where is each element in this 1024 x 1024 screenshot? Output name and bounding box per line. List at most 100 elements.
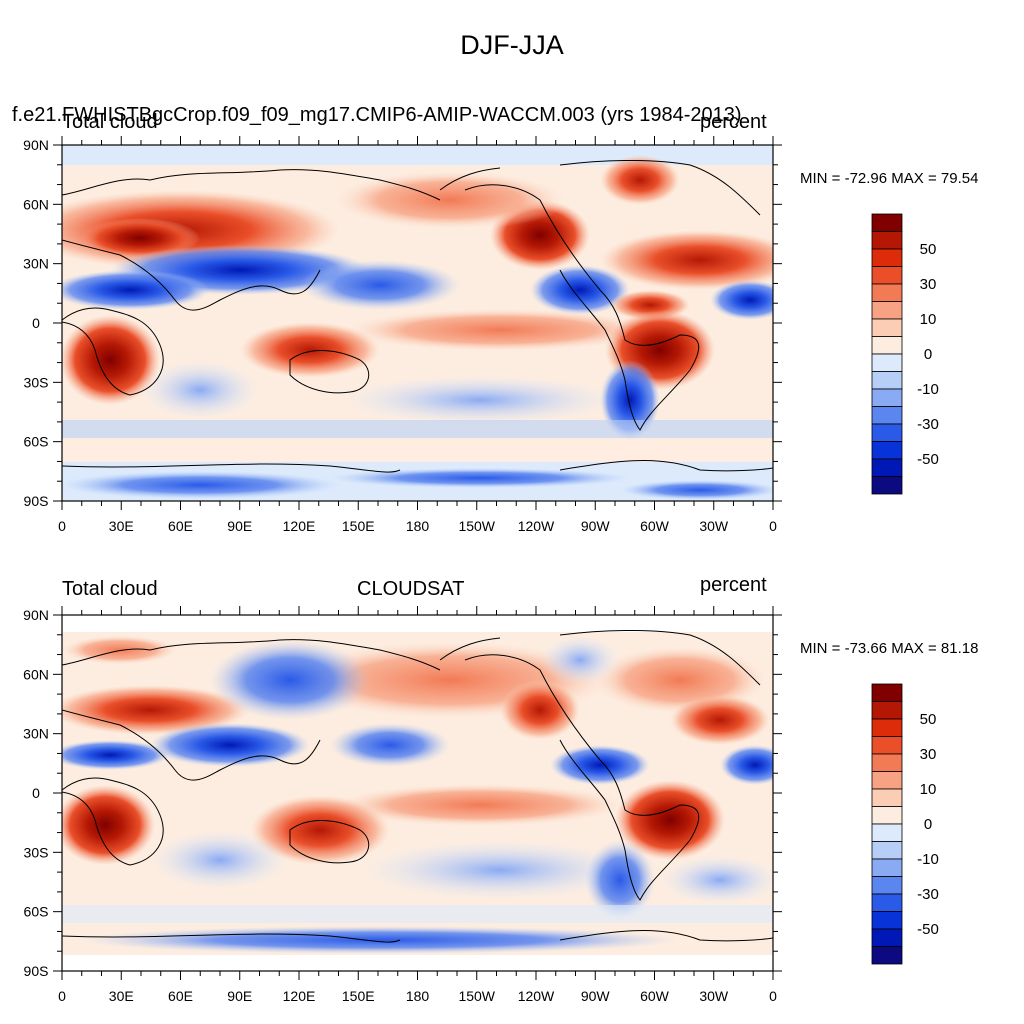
panel2-colorbar-box [871, 806, 903, 825]
panel2-colorbar-box [871, 841, 903, 860]
panel1-colorbar-label: 30 [920, 276, 937, 293]
panel1-lon-tick-label: 0 [58, 518, 66, 534]
panel1-lat-tick-label: 90N [23, 137, 49, 153]
panel2-coastlines [62, 630, 773, 943]
panel2-lon-tick-label: 120E [283, 988, 316, 1004]
panel1-colorbar-box [871, 476, 903, 495]
panel2-lon-tick-label: 90E [227, 988, 252, 1004]
panel1-colorbar-box [871, 458, 903, 477]
panel1-lat-tick-label: 30S [24, 374, 49, 390]
panel2-min-max: MIN = -73.66 MAX = 81.18 [800, 640, 979, 657]
panel2-center-title: CLOUDSAT [357, 578, 465, 600]
panel2-lat-tick-label: 60N [23, 666, 49, 682]
panel1-lon-tick-label: 150W [458, 518, 495, 534]
panel1-map [62, 145, 773, 501]
panel1-lon-tick-label: 120E [283, 518, 316, 534]
panel1-colorbar-label: -30 [917, 416, 939, 433]
panel1-colorbar-box [871, 213, 903, 232]
panel2-colorbar-box [871, 893, 903, 912]
panel2-lat-tick-label: 30N [23, 726, 49, 742]
panel1-lon-tick-label: 30W [699, 518, 729, 534]
panel1-coastlines [62, 160, 773, 473]
panel2-colorbar-box [871, 718, 903, 737]
panel1-colorbar-box [871, 318, 903, 337]
panel1-contour-fill [62, 155, 773, 501]
panel1-colorbar-box [871, 266, 903, 285]
panel1-lon-tick-label: 90W [581, 518, 611, 534]
panel2-colorbar-box [871, 788, 903, 807]
panel2-colorbar-box [871, 928, 903, 947]
panel2-colorbar-label: -30 [917, 886, 939, 903]
panel2-lat-tick-label: 90N [23, 607, 49, 623]
panel2-colorbar-box [871, 876, 903, 895]
panel1-lat-tick-label: 30N [23, 256, 49, 272]
panel2-colorbar-box [871, 946, 903, 965]
panel1-colorbar-label: -50 [917, 451, 939, 468]
panel1-lat-tick-label: 0 [32, 315, 40, 331]
panel2-colorbar-box [871, 911, 903, 930]
panel2-lon-tick-label: 90W [581, 988, 611, 1004]
panel2-colorbar-box [871, 823, 903, 842]
panel1-lat-tick-label: 60N [23, 196, 49, 212]
panel2-colorbar: -50 -30 -10 0 10 30 50 [871, 683, 939, 965]
panel1-colorbar-box [871, 231, 903, 250]
panel2-colorbar-label: 10 [920, 781, 937, 798]
panel2-lat-tick-label: 90S [24, 963, 49, 979]
panel1-axes: 0 30E 60E 90E 120E 150E 180 150W 120W 90W 60W 30W 0 9… [23, 136, 782, 534]
panel1-left-title: Total cloud [62, 111, 158, 133]
panel2-colorbar-box [871, 858, 903, 877]
panel1-lon-tick-label: 120W [518, 518, 555, 534]
panel1-colorbar-box [871, 301, 903, 320]
panel2-colorbar-label: 50 [920, 711, 937, 728]
panel2-lon-tick-label: 30W [699, 988, 729, 1004]
panel1-colorbar-box [871, 406, 903, 425]
panel2-colorbar-box [871, 701, 903, 720]
panel1-lon-tick-label: 150E [342, 518, 375, 534]
panel2-colorbar-label: 0 [924, 816, 932, 833]
panel1-colorbar-label: 0 [924, 346, 932, 363]
panel1-colorbar-box [871, 336, 903, 355]
panel1-colorbar-box [871, 283, 903, 302]
panel1-colorbar-label: -10 [917, 381, 939, 398]
panel1-colorbar-box [871, 388, 903, 407]
panel2-lon-tick-label: 60E [168, 988, 193, 1004]
panel2-lon-tick-label: 150W [458, 988, 495, 1004]
panel1-colorbar: -50 -30 -10 0 10 30 50 [871, 213, 939, 495]
panel2-lon-tick-label: 60W [640, 988, 670, 1004]
panel2-colorbar-label: -50 [917, 921, 939, 938]
panel2-lon-tick-label: 120W [518, 988, 555, 1004]
page-title: DJF-JJA [460, 30, 564, 60]
panel2-colorbar-label: 30 [920, 746, 937, 763]
panel1-lon-tick-label: 180 [406, 518, 430, 534]
panel1-colorbar-box [871, 441, 903, 460]
panel1-colorbar-box [871, 371, 903, 390]
panel1-center-title: f.e21.FWHISTBgcCrop.f09_f09_mg17.CMIP6-A… [12, 104, 742, 126]
panel1-lon-tick-label: 0 [769, 518, 777, 534]
panel1-colorbar-box [871, 423, 903, 442]
panel2-colorbar-label: -10 [917, 851, 939, 868]
panel1-colorbar-label: 10 [920, 311, 937, 328]
panel1-lon-tick-label: 30E [109, 518, 134, 534]
panel2-lon-tick-label: 150E [342, 988, 375, 1004]
panel2-lon-tick-label: 30E [109, 988, 134, 1004]
panel2-lat-tick-label: 0 [32, 785, 40, 801]
panel2-map [62, 615, 773, 971]
panel1-lon-tick-label: 90E [227, 518, 252, 534]
panel2-right-title: percent [700, 574, 767, 596]
panel1-lon-tick-label: 60E [168, 518, 193, 534]
panel2-lon-tick-label: 0 [769, 988, 777, 1004]
panel2-lat-tick-label: 30S [24, 844, 49, 860]
panel2-lon-tick-label: 0 [58, 988, 66, 1004]
panel1-min-max: MIN = -72.96 MAX = 79.54 [800, 170, 979, 187]
panel2-colorbar-box [871, 771, 903, 790]
panel1-colorbar-label: 50 [920, 241, 937, 258]
panel2-lon-tick-label: 180 [406, 988, 430, 1004]
panel2-axes: 0 30E 60E 90E 120E 150E 180 150W 120W 90W 60W 30W 09… [23, 606, 782, 1004]
panel2-colorbar-box [871, 683, 903, 702]
panel1-lat-tick-label: 60S [24, 434, 49, 450]
panel1-lon-tick-label: 60W [640, 518, 670, 534]
panel2-lat-tick-label: 60S [24, 904, 49, 920]
panel1-colorbar-box [871, 248, 903, 267]
panel2-colorbar-box [871, 736, 903, 755]
